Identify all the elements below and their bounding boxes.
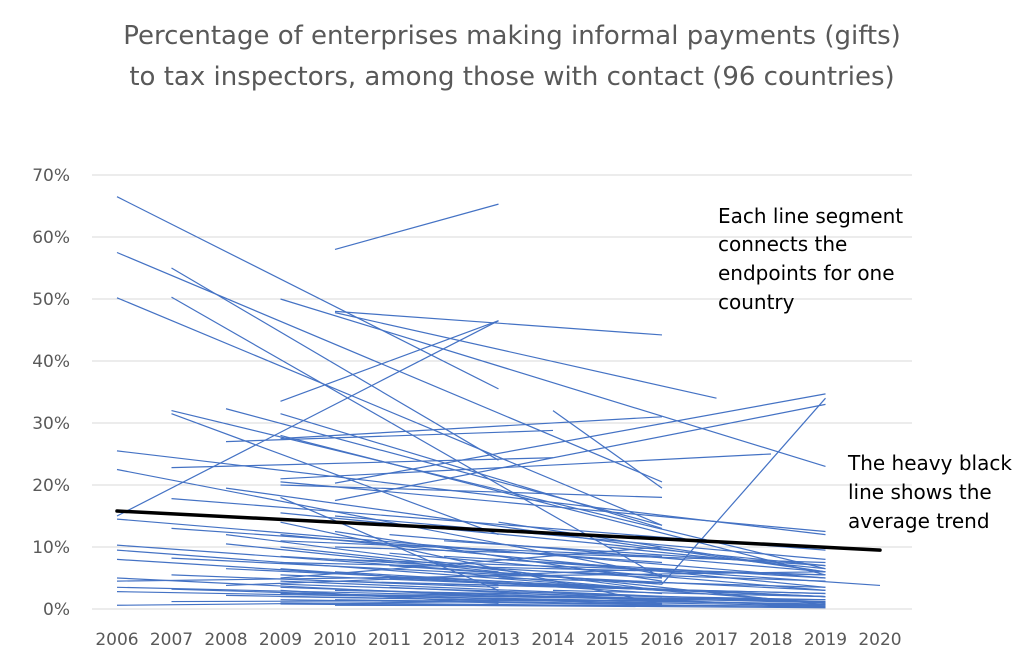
y-tick-label: 40% <box>32 352 70 372</box>
country-segment <box>171 457 554 469</box>
country-segment <box>171 527 663 564</box>
annotation-average-line: The heavy black <box>847 451 1012 475</box>
annotation-segments-note: Each line segment connects the endpoints… <box>718 204 909 314</box>
average-trend <box>115 509 882 552</box>
annotation-segments-line: country <box>718 290 795 314</box>
x-tick-label: 2013 <box>477 630 520 650</box>
country-segment <box>443 540 826 567</box>
country-segment <box>334 530 663 582</box>
annotation-average-note: The heavy black line shows the average t… <box>847 451 1018 533</box>
country-segment <box>116 577 499 598</box>
country-segment <box>334 312 717 399</box>
country-segment <box>443 583 826 595</box>
y-tick-label: 70% <box>32 166 70 186</box>
country-segment <box>280 416 663 440</box>
country-segment <box>171 410 826 570</box>
average-trend-line <box>115 509 882 552</box>
country-segment <box>607 546 826 570</box>
country-segment <box>334 403 826 502</box>
country-segment <box>334 604 826 607</box>
country-segment <box>552 571 826 582</box>
country-segment <box>225 408 663 526</box>
country-segment <box>116 196 499 390</box>
chart-title-line-2: to tax inspectors, among those with cont… <box>129 62 894 92</box>
x-tick-label: 2014 <box>531 630 574 650</box>
y-tick-label: 50% <box>32 290 70 310</box>
x-tick-label: 2010 <box>313 630 356 650</box>
country-segment <box>334 599 663 605</box>
country-segment <box>116 297 663 526</box>
country-segment <box>280 583 663 598</box>
x-tick-label: 2009 <box>259 630 302 650</box>
country-segment <box>661 397 826 585</box>
x-tick-label: 2015 <box>586 630 629 650</box>
country-segment <box>225 487 826 573</box>
country-segment <box>225 543 499 573</box>
country-segment <box>498 596 826 601</box>
country-segment <box>171 267 499 461</box>
x-tick-label: 2012 <box>422 630 465 650</box>
chart-title-line-1: Percentage of enterprises making informa… <box>123 21 901 51</box>
country-segment <box>280 540 663 557</box>
country-segment <box>334 310 663 336</box>
country-segment <box>171 413 499 536</box>
x-axis-tick-labels: 2006 2007 2008 2009 2010 2011 2012 2013 2014 2015… <box>95 630 901 650</box>
country-segment <box>280 484 663 498</box>
x-tick-label: 2018 <box>749 630 792 650</box>
country-segment <box>280 596 663 604</box>
x-tick-label: 2019 <box>804 630 847 650</box>
y-tick-label: 10% <box>32 538 70 558</box>
country-segment <box>280 512 826 567</box>
country-segment <box>280 298 826 467</box>
country-segment <box>389 552 826 591</box>
country-segment <box>280 320 499 402</box>
country-segment <box>552 589 826 598</box>
x-tick-label: 2006 <box>95 630 138 650</box>
country-segment <box>498 577 826 588</box>
y-tick-label: 0% <box>43 600 70 620</box>
country-segment <box>334 558 826 576</box>
annotation-average-line: line shows the <box>848 480 992 504</box>
country-segment <box>171 557 826 591</box>
y-tick-label: 30% <box>32 414 70 434</box>
y-tick-label: 60% <box>32 228 70 248</box>
y-axis-tick-labels: 0% 10% 20% 30% 40% 50% 60% 70% <box>32 166 70 620</box>
country-segment <box>443 571 663 591</box>
country-segment <box>389 534 826 573</box>
x-tick-label: 2011 <box>368 630 411 650</box>
country-segment <box>116 251 663 483</box>
annotation-segments-line: Each line segment <box>718 204 903 228</box>
country-segment <box>280 481 826 533</box>
country-segment <box>225 568 663 587</box>
x-tick-label: 2016 <box>640 630 683 650</box>
x-tick-label: 2007 <box>150 630 193 650</box>
x-tick-label: 2017 <box>695 630 738 650</box>
country-segment <box>280 413 663 529</box>
annotation-segments-line: endpoints for one <box>718 261 895 285</box>
country-segment <box>280 453 772 480</box>
y-tick-label: 20% <box>32 476 70 496</box>
country-segment <box>334 203 499 250</box>
x-tick-label: 2008 <box>204 630 247 650</box>
country-segment <box>116 320 499 517</box>
country-segment <box>280 496 499 591</box>
country-segment <box>334 515 826 560</box>
x-tick-label: 2020 <box>858 630 901 650</box>
country-segment <box>389 596 826 606</box>
country-segment <box>334 393 826 484</box>
country-segment <box>225 429 554 443</box>
annotation-average-line: average trend <box>848 509 990 533</box>
annotation-segments-line: connects the <box>718 232 847 256</box>
country-segment <box>552 410 663 489</box>
country-segment <box>334 589 826 601</box>
country-segment <box>389 577 826 598</box>
country-segments <box>116 196 881 609</box>
